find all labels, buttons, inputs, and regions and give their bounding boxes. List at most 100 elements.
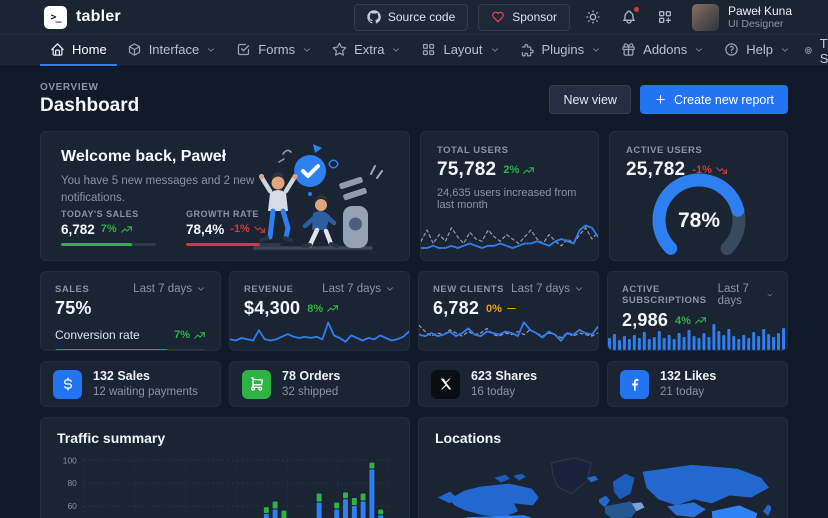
theme-settings-link[interactable]: Theme Settings New <box>800 36 828 66</box>
trend-down-icon <box>715 164 728 177</box>
new-view-button[interactable]: New view <box>549 85 631 114</box>
home-icon <box>50 42 65 57</box>
stat-title: 623 Shares <box>471 369 538 383</box>
stat-label: TODAY'S SALES <box>61 208 139 219</box>
stat-subtitle: 21 today <box>660 385 705 398</box>
help-icon <box>724 42 739 57</box>
locations-title: Locations <box>435 430 502 446</box>
user-menu[interactable]: Paweł Kuna UI Designer <box>691 3 792 31</box>
plus-icon <box>654 93 667 106</box>
nav-item-extra[interactable]: Extra <box>322 35 411 66</box>
chevron-down-icon <box>591 45 601 55</box>
brand[interactable]: >_ tabler <box>44 5 121 29</box>
stat-delta: -1% <box>230 223 250 235</box>
active-users-card: ACTIVE USERS 25,782 -1% 78% <box>609 131 788 261</box>
source-code-button[interactable]: Source code <box>353 3 469 31</box>
new-view-label: New view <box>563 92 617 107</box>
nav-label: Layout <box>443 42 483 57</box>
sun-icon <box>585 9 601 25</box>
nav-item-addons[interactable]: Addons <box>611 35 714 66</box>
welcome-card: Welcome back, Paweł You have 5 new messa… <box>40 131 410 261</box>
puzzle-icon <box>520 42 535 57</box>
stat-value: 6,782 <box>61 221 95 237</box>
theme-toggle-button[interactable] <box>580 4 606 30</box>
chevron-down-icon <box>766 290 773 300</box>
minus-icon <box>505 302 518 315</box>
revenue-label: REVENUE <box>244 284 294 295</box>
stat-icon-wrap <box>53 369 82 399</box>
trend-up-icon <box>120 223 133 236</box>
subscriptions-value: 2,986 <box>622 310 669 330</box>
user-avatar <box>691 3 719 31</box>
user-role: UI Designer <box>727 17 784 30</box>
github-icon <box>367 10 381 24</box>
brand-facebook-icon <box>627 376 643 392</box>
apps-grid-icon <box>657 9 673 25</box>
nav-label: Interface <box>148 42 200 57</box>
revenue-delta: 8% <box>307 302 324 315</box>
nav-label: Extra <box>354 42 385 57</box>
gear-icon <box>804 43 813 58</box>
stat-subtitle: 16 today <box>471 385 516 398</box>
range-label: Last 7 days <box>717 283 749 307</box>
traffic-barchart: 020406080100 <box>63 455 390 518</box>
total-users-value: 75,782 <box>437 159 497 180</box>
stat-subtitle: 12 waiting payments <box>93 385 198 398</box>
nav-item-home[interactable]: Home <box>40 35 117 66</box>
active-users-gauge: 78% <box>652 173 745 260</box>
shares-stat-card: 623 Shares 16 today <box>418 361 599 407</box>
nav-label: Addons <box>643 42 688 57</box>
layout-grid-icon <box>421 42 436 57</box>
stat-title: 132 Likes <box>660 369 717 383</box>
chevron-down-icon <box>206 45 216 55</box>
stat-title: 78 Orders <box>282 369 341 383</box>
welcome-title: Welcome back, Paweł <box>61 148 227 165</box>
apps-button[interactable] <box>652 4 678 30</box>
nav-item-plugins[interactable]: Plugins <box>510 35 612 66</box>
nav-item-help[interactable]: Help <box>714 35 800 66</box>
revenue-range-select[interactable]: Last 7 days <box>322 283 395 295</box>
nav-item-interface[interactable]: Interface <box>117 35 227 66</box>
star-icon <box>332 42 347 57</box>
revenue-card: REVENUE Last 7 days $4,300 8% <box>229 271 410 351</box>
nav-label: Help <box>746 42 773 57</box>
subscriptions-barchart <box>608 324 786 350</box>
welcome-illustration <box>253 144 383 250</box>
nav-item-forms[interactable]: Forms <box>226 35 322 66</box>
currency-dollar-icon <box>60 376 76 392</box>
create-report-label: Create new report <box>673 92 774 107</box>
shopping-cart-icon <box>249 376 265 392</box>
nav-item-layout[interactable]: Layout <box>411 35 509 66</box>
stat-subtitle: 32 shipped <box>282 385 339 398</box>
notifications-button[interactable] <box>616 4 642 30</box>
world-map <box>437 457 771 518</box>
nav-label: Forms <box>258 42 296 57</box>
clients-range-select[interactable]: Last 7 days <box>511 283 584 295</box>
active-users-value: 25,782 <box>626 159 686 180</box>
subscriptions-range-select[interactable]: Last 7 days <box>718 283 773 307</box>
page-header: OVERVIEW Dashboard New view Create new r… <box>40 82 788 117</box>
top-header: >_ tabler Source code Sponsor Paweł Kuna… <box>0 0 828 34</box>
svg-text:60: 60 <box>67 501 77 511</box>
create-report-button[interactable]: Create new report <box>639 85 788 114</box>
growth-progressbar <box>186 242 281 246</box>
chevron-down-icon <box>196 284 206 294</box>
stat-title: 132 Sales <box>93 369 150 383</box>
tabler-logo-icon: >_ <box>44 5 67 29</box>
conversion-delta: 7% <box>174 329 190 341</box>
orders-stat-card: 78 Orders 32 shipped <box>229 361 410 407</box>
source-code-label: Source code <box>387 10 456 24</box>
page-title: Dashboard <box>40 95 140 116</box>
sales-range-select[interactable]: Last 7 days <box>133 283 206 295</box>
heart-icon <box>491 10 505 24</box>
locations-card: Locations <box>418 417 788 518</box>
sales-progressbar <box>61 242 156 246</box>
total-users-label: TOTAL USERS <box>437 145 509 156</box>
sponsor-button[interactable]: Sponsor <box>478 3 570 31</box>
sales-value: 75% <box>55 298 92 318</box>
trend-up-icon <box>694 314 707 327</box>
brand-x-icon <box>438 376 454 392</box>
sales-card: SALES Last 7 days 75% Conversion rate 7% <box>40 271 221 351</box>
range-label: Last 7 days <box>133 283 192 295</box>
page-pretitle: OVERVIEW <box>40 82 99 93</box>
